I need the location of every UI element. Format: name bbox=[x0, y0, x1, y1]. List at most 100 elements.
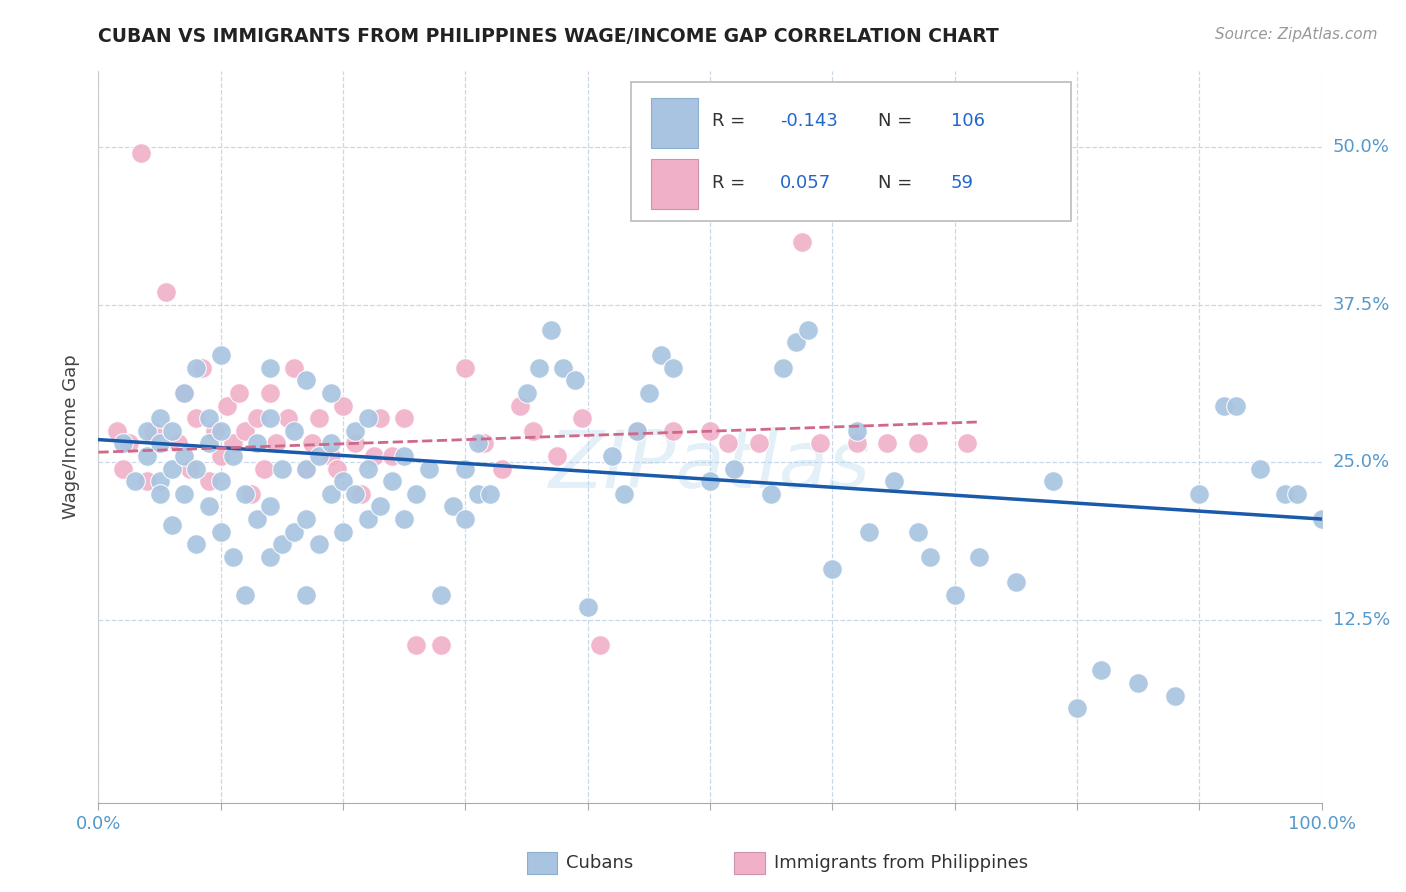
Point bbox=[956, 436, 979, 450]
Point bbox=[111, 461, 134, 475]
Point bbox=[356, 411, 378, 425]
Point bbox=[1128, 676, 1150, 690]
Point bbox=[467, 487, 489, 501]
Point bbox=[191, 360, 214, 375]
Point bbox=[319, 436, 342, 450]
Point bbox=[332, 399, 354, 413]
Point bbox=[1066, 701, 1088, 715]
Point bbox=[160, 424, 183, 438]
Point bbox=[600, 449, 623, 463]
Bar bbox=[734, 852, 765, 874]
Point bbox=[111, 436, 134, 450]
Point bbox=[405, 487, 427, 501]
Point bbox=[252, 461, 274, 475]
Point bbox=[142, 424, 165, 438]
Point bbox=[173, 487, 195, 501]
Point bbox=[1249, 461, 1271, 475]
Point bbox=[215, 399, 238, 413]
Point bbox=[270, 461, 294, 475]
Point bbox=[467, 436, 489, 450]
Point bbox=[876, 436, 898, 450]
Point bbox=[204, 424, 226, 438]
Text: 59: 59 bbox=[950, 174, 974, 192]
Point bbox=[356, 512, 378, 526]
Point bbox=[368, 500, 391, 514]
Point bbox=[381, 474, 404, 488]
Point bbox=[186, 360, 208, 375]
Point bbox=[1090, 664, 1112, 678]
Point bbox=[797, 323, 820, 337]
Point bbox=[430, 588, 453, 602]
Point bbox=[509, 399, 531, 413]
Point bbox=[527, 360, 550, 375]
Text: 37.5%: 37.5% bbox=[1333, 295, 1391, 314]
Point bbox=[571, 411, 593, 425]
Point bbox=[363, 449, 385, 463]
Point bbox=[626, 424, 648, 438]
Point bbox=[626, 424, 648, 438]
Point bbox=[186, 537, 208, 551]
Text: 106: 106 bbox=[950, 112, 986, 130]
Point bbox=[209, 474, 232, 488]
Point bbox=[454, 360, 477, 375]
Point bbox=[546, 449, 568, 463]
Text: -0.143: -0.143 bbox=[780, 112, 838, 130]
Point bbox=[277, 411, 299, 425]
Bar bbox=[651, 159, 697, 209]
Point bbox=[197, 436, 219, 450]
Point bbox=[699, 424, 721, 438]
Point bbox=[662, 424, 685, 438]
Point bbox=[264, 436, 287, 450]
Point bbox=[650, 348, 672, 362]
Point bbox=[392, 411, 416, 425]
Point bbox=[295, 512, 318, 526]
Point bbox=[155, 285, 177, 299]
Point bbox=[319, 487, 342, 501]
Point bbox=[761, 487, 783, 501]
Point bbox=[967, 549, 990, 564]
Point bbox=[772, 360, 794, 375]
Point bbox=[222, 449, 245, 463]
Text: 50.0%: 50.0% bbox=[1333, 138, 1389, 156]
Point bbox=[240, 487, 263, 501]
Point bbox=[149, 411, 172, 425]
Point bbox=[105, 424, 128, 438]
Point bbox=[785, 335, 807, 350]
Point bbox=[454, 512, 477, 526]
Point bbox=[907, 436, 929, 450]
Point bbox=[808, 436, 831, 450]
Point bbox=[209, 424, 232, 438]
Point bbox=[209, 524, 232, 539]
Point bbox=[845, 424, 868, 438]
Point bbox=[662, 360, 685, 375]
Point bbox=[943, 588, 966, 602]
Point bbox=[173, 386, 195, 401]
Point bbox=[515, 386, 537, 401]
Point bbox=[222, 549, 245, 564]
Point bbox=[790, 235, 813, 249]
Point bbox=[246, 436, 269, 450]
Point bbox=[748, 436, 770, 450]
Text: Immigrants from Philippines: Immigrants from Philippines bbox=[773, 854, 1028, 871]
Point bbox=[613, 487, 636, 501]
FancyBboxPatch shape bbox=[630, 82, 1071, 221]
Point bbox=[179, 461, 201, 475]
Point bbox=[319, 386, 342, 401]
Text: ZIPatlas: ZIPatlas bbox=[548, 427, 872, 506]
Point bbox=[209, 449, 232, 463]
Point bbox=[522, 424, 544, 438]
Point bbox=[430, 638, 453, 652]
Point bbox=[259, 411, 281, 425]
Point bbox=[883, 474, 905, 488]
Point bbox=[173, 386, 195, 401]
Point bbox=[124, 474, 146, 488]
Point bbox=[332, 524, 354, 539]
Point bbox=[259, 386, 281, 401]
Point bbox=[283, 360, 305, 375]
Point bbox=[472, 436, 495, 450]
Point bbox=[259, 549, 281, 564]
Point bbox=[209, 348, 232, 362]
Point bbox=[1274, 487, 1296, 501]
Point bbox=[454, 461, 477, 475]
Point bbox=[283, 424, 305, 438]
